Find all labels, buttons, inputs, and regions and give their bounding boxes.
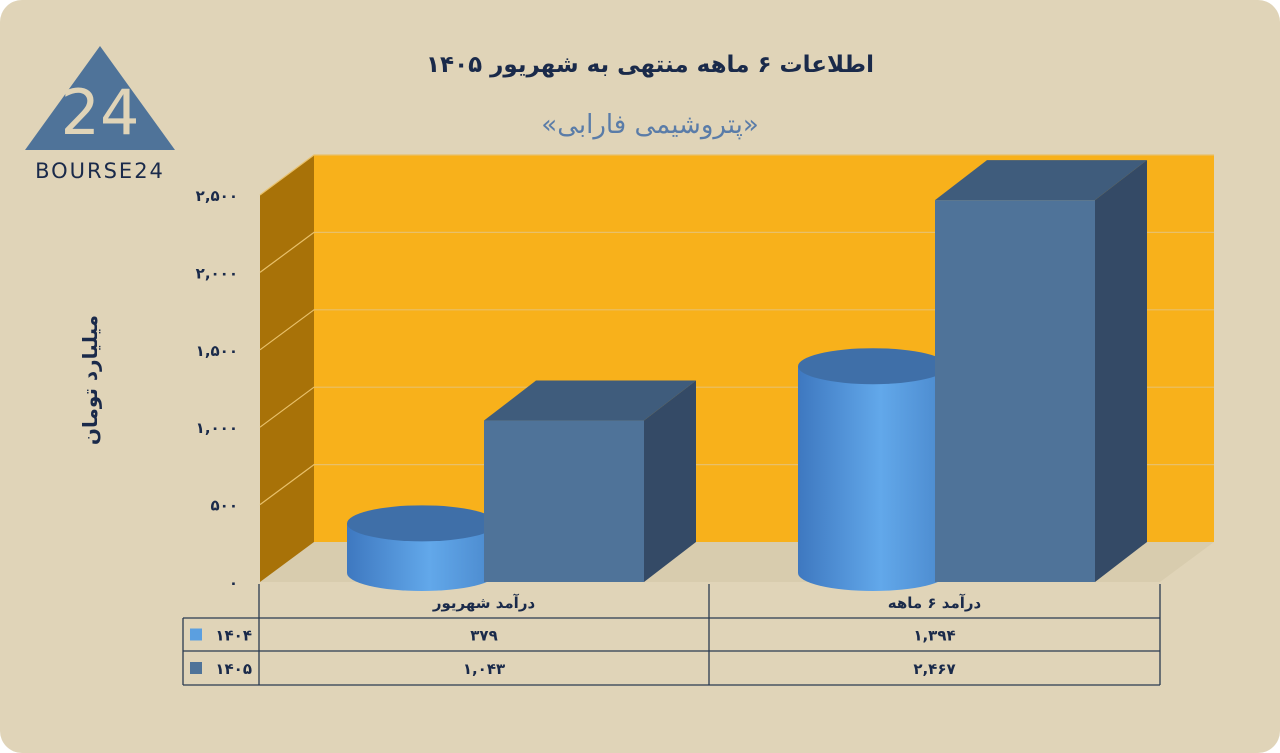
legend-label: ۱۴۰۵ bbox=[215, 660, 252, 678]
bar-box bbox=[935, 160, 1147, 582]
y-tick-label: ۱,۵۰۰ bbox=[196, 342, 238, 360]
box-top bbox=[484, 380, 696, 421]
box-front bbox=[484, 420, 644, 582]
logo-number: 24 bbox=[61, 76, 140, 149]
cylinder-top bbox=[798, 348, 948, 385]
data-label: ۲,۴۶۷ bbox=[913, 660, 955, 678]
box-front bbox=[935, 200, 1095, 582]
box-top bbox=[935, 160, 1147, 201]
logo-triangle bbox=[25, 46, 175, 150]
chart-title: اطلاعات ۶ ماهه منتهی به شهریور ۱۴۰۵ bbox=[426, 52, 874, 78]
bar-cylinder bbox=[347, 505, 497, 591]
box-side bbox=[1095, 160, 1147, 582]
legend-swatch bbox=[190, 628, 202, 641]
y-tick-label: ۲,۰۰۰ bbox=[196, 264, 238, 282]
box-side bbox=[644, 380, 696, 582]
legend-swatch bbox=[190, 662, 202, 674]
logo-text: BOURSE24 bbox=[35, 159, 165, 182]
bar-box bbox=[484, 380, 696, 582]
y-tick-label: ۵۰۰ bbox=[211, 497, 238, 515]
data-label: ۳۷۹ bbox=[470, 627, 497, 645]
chart-subtitle: «پتروشیمی فارابی» bbox=[541, 110, 759, 140]
cylinder-body bbox=[347, 523, 497, 591]
gridline bbox=[259, 231, 1214, 273]
bar-cylinder bbox=[798, 348, 948, 591]
cylinder-top bbox=[347, 505, 497, 542]
data-label: ۱,۰۴۳ bbox=[463, 660, 505, 678]
cylinder-body bbox=[798, 366, 948, 591]
bourse24-logo: 24 BOURSE24 bbox=[25, 46, 175, 182]
legend-label: ۱۴۰۴ bbox=[215, 627, 252, 645]
category-label: درآمد شهریور bbox=[432, 594, 536, 612]
data-label: ۱,۳۹۴ bbox=[913, 627, 955, 645]
side-wall bbox=[260, 155, 314, 582]
gridline bbox=[259, 154, 1214, 196]
y-tick-label: ۰ bbox=[229, 574, 238, 592]
y-tick-label: ۱,۰۰۰ bbox=[196, 419, 238, 437]
category-label: درآمد ۶ ماهه bbox=[888, 594, 982, 612]
y-tick-label: ۲,۵۰۰ bbox=[196, 187, 238, 205]
gridline bbox=[259, 309, 1214, 351]
